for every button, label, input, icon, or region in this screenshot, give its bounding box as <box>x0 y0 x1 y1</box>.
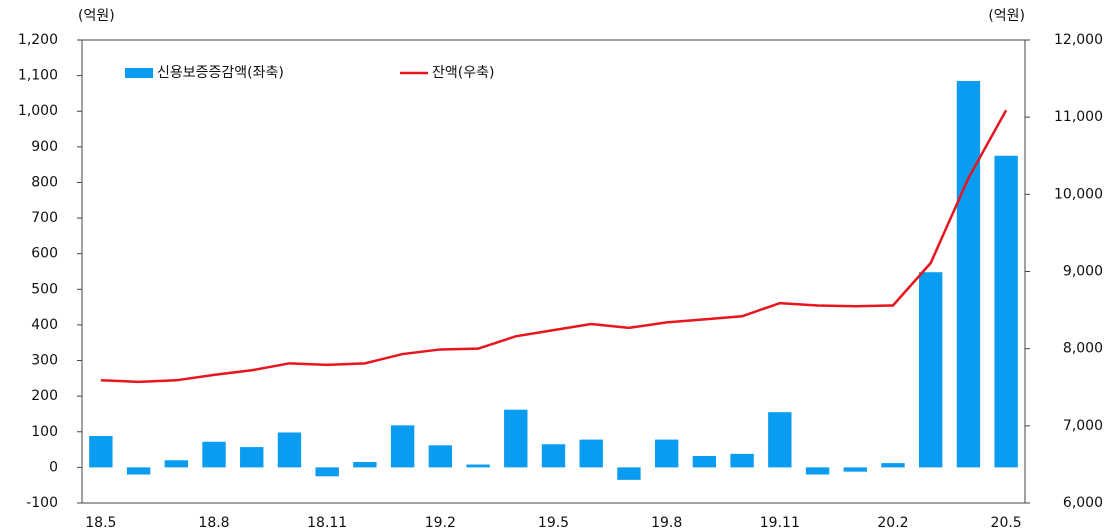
y2-tick-label: 12,000 <box>1054 32 1103 48</box>
bar <box>654 439 679 468</box>
y-tick-label: 400 <box>31 317 58 333</box>
y2-tick-label: 11,000 <box>1054 109 1103 125</box>
y-tick-label: 600 <box>31 246 58 262</box>
legend-label: 잔액(우축) <box>432 65 494 81</box>
bar <box>202 441 226 468</box>
bar <box>315 467 339 477</box>
x-tick-label: 19.8 <box>651 515 682 531</box>
y-tick-label: 300 <box>31 353 58 369</box>
bar <box>881 463 905 468</box>
bar <box>353 462 377 468</box>
y-tick-label: 800 <box>31 174 58 190</box>
bar <box>692 455 717 468</box>
y-tick-label: 100 <box>31 424 58 440</box>
bar <box>428 445 453 468</box>
bar <box>994 155 1018 468</box>
bar <box>805 467 830 475</box>
bar <box>956 80 981 468</box>
y-tick-label: 200 <box>31 388 58 404</box>
x-tick-label: 19.5 <box>538 515 569 531</box>
bar <box>730 453 754 468</box>
bar <box>466 464 490 468</box>
x-tick-label: 18.11 <box>307 515 347 531</box>
bar <box>843 467 867 472</box>
y-tick-label: 900 <box>31 139 58 155</box>
bar <box>617 467 641 480</box>
bar <box>579 439 603 468</box>
line <box>100 109 1008 384</box>
bar <box>919 272 943 468</box>
y2-tick-label: 7,000 <box>1063 418 1103 434</box>
x-tick-label: 20.2 <box>877 515 908 531</box>
bar <box>768 412 792 468</box>
x-tick-label: 19.11 <box>760 515 800 531</box>
bar <box>504 409 528 468</box>
y-tick-label: 1,000 <box>18 103 58 119</box>
y2-tick-label: 9,000 <box>1063 264 1103 280</box>
y2-tick-label: 10,000 <box>1054 186 1103 202</box>
legend-label: 신용보증증감액(좌축) <box>157 65 284 81</box>
x-tick-label: 20.5 <box>991 515 1022 531</box>
y-tick-label: -100 <box>26 495 58 511</box>
y-tick-label: 500 <box>31 281 58 297</box>
bar <box>126 467 151 475</box>
x-tick-label: 18.5 <box>85 515 116 531</box>
bar <box>390 425 415 468</box>
y2-tick-label: 6,000 <box>1063 495 1103 511</box>
bar <box>277 432 302 468</box>
bar <box>89 436 113 468</box>
bar <box>541 444 566 468</box>
y-tick-label: 1,100 <box>18 68 58 84</box>
y-tick-label: 1,200 <box>18 32 58 48</box>
plot-frame <box>81 39 1026 504</box>
y-tick-label: 0 <box>49 459 58 475</box>
x-tick-label: 18.8 <box>198 515 229 531</box>
y-unit: (억원) <box>78 8 115 24</box>
y2-unit: (억원) <box>988 8 1025 24</box>
bar <box>240 447 264 468</box>
y2-tick-label: 8,000 <box>1063 341 1103 357</box>
bar <box>164 460 188 468</box>
x-tick-label: 19.2 <box>425 515 456 531</box>
legend-swatch <box>125 68 153 78</box>
y-tick-label: 700 <box>31 210 58 226</box>
